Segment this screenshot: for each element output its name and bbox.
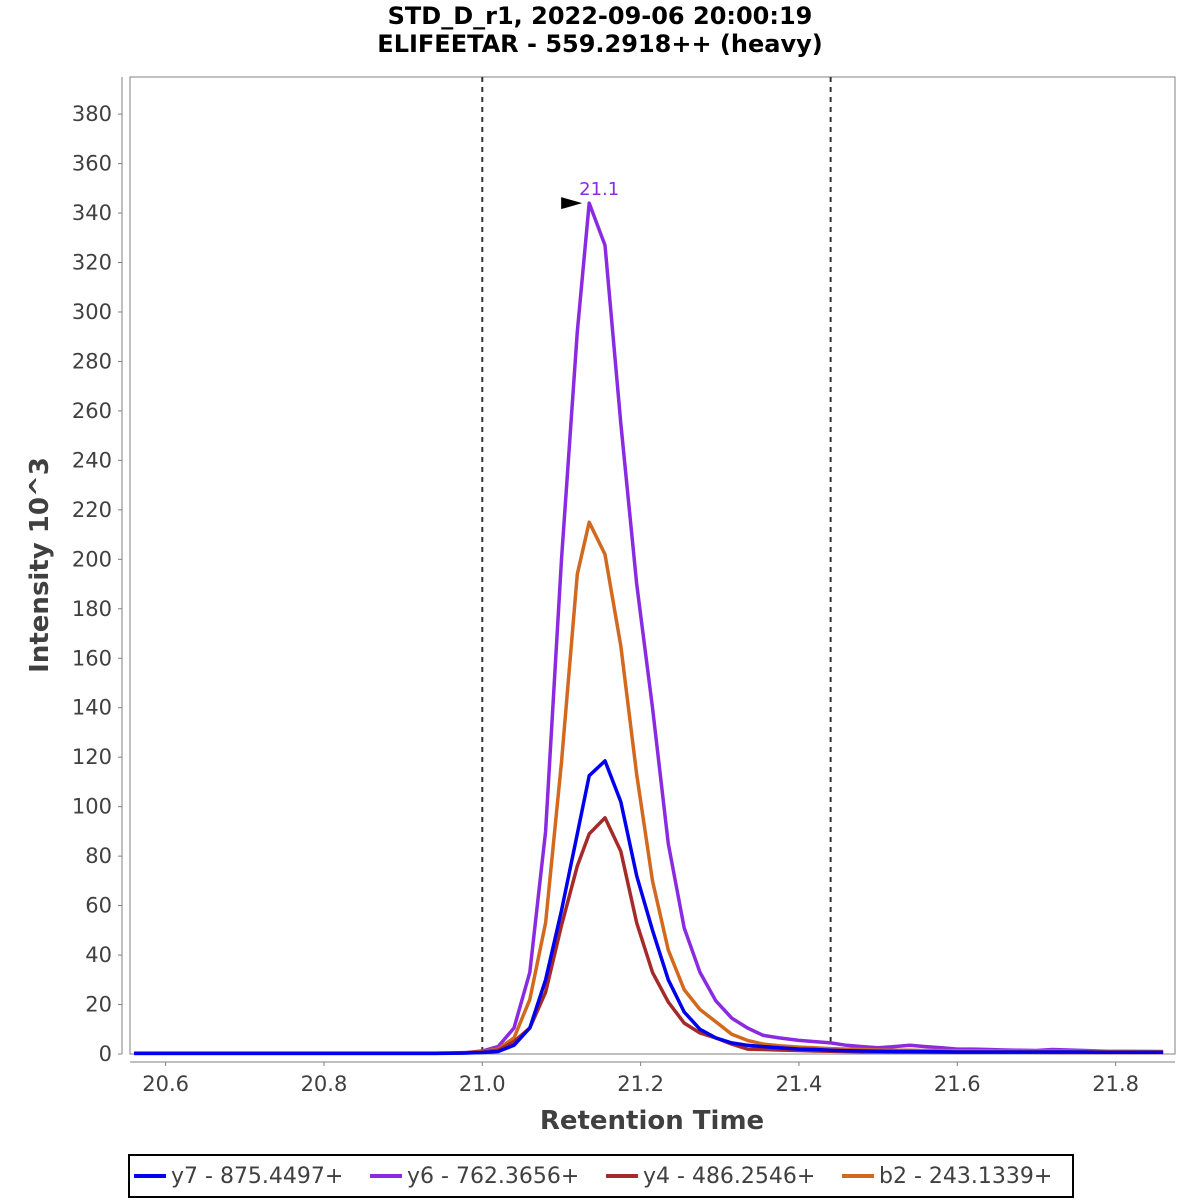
x-axis-label: Retention Time [540,1106,764,1136]
legend-entry: y7 - 875.4497+ [171,1164,343,1189]
x-tick-label: 20.8 [301,1072,348,1096]
y-tick-label: 280 [72,349,112,373]
y-tick-label: 100 [72,795,112,819]
y-tick-label: 360 [72,152,112,176]
legend-entry: y6 - 762.3656+ [407,1164,579,1189]
y-tick-label: 200 [72,547,112,571]
legend-box [128,1154,1074,1198]
y-tick-label: 60 [85,894,112,918]
y-tick-label: 80 [85,844,112,868]
x-tick-label: 21.2 [617,1072,664,1096]
y-tick-label: 160 [72,646,112,670]
x-tick-label: 21.6 [934,1072,981,1096]
peak-marker-arrow [561,197,583,210]
y-axis-label: Intensity 10^3 [25,457,55,673]
y-tick-label: 320 [72,251,112,275]
y-tick-label: 120 [72,745,112,769]
y-tick-label: 220 [72,498,112,522]
x-tick-label: 21.8 [1092,1072,1139,1096]
x-axis: 20.6 20.8 21.0 21.2 21.4 21.6 21.8 [130,1061,1175,1096]
y-tick-label: 140 [72,696,112,720]
x-tick-label: 21.4 [776,1072,823,1096]
plot-area [129,76,1176,1055]
legend: y7 - 875.4497+ y6 - 762.3656+ y4 - 486.254… [128,1154,1074,1198]
x-tick-label: 20.6 [142,1072,189,1096]
y-tick-label: 240 [72,448,112,472]
integration-boundaries [481,77,832,1054]
peak-annotation: 21.1 [561,179,619,210]
y-axis: 0 20 40 60 80 100 120 140 160 180 200 220 240 260 280 3… [72,77,123,1066]
y-tick-label: 300 [72,300,112,324]
chart-subtitle: ELIFEETAR - 559.2918++ (heavy) [377,30,822,58]
legend-entry: b2 - 243.1339+ [879,1164,1052,1189]
chart-title: STD_D_r1, 2022-09-06 20:00:19 [388,2,813,30]
series-line-y7 [134,759,1164,1056]
y-tick-label: 260 [72,399,112,423]
y-tick-label: 0 [99,1042,112,1066]
y-tick-label: 380 [72,102,112,126]
x-tick-label: 21.0 [459,1072,506,1096]
y-tick-label: 340 [72,201,112,225]
peak-label: 21.1 [579,179,619,200]
y-tick-label: 180 [72,597,112,621]
legend-entry: y4 - 486.2546+ [643,1164,815,1189]
y-tick-label: 40 [85,943,112,967]
series-lines [134,201,1164,1056]
y-tick-label: 20 [85,993,112,1017]
